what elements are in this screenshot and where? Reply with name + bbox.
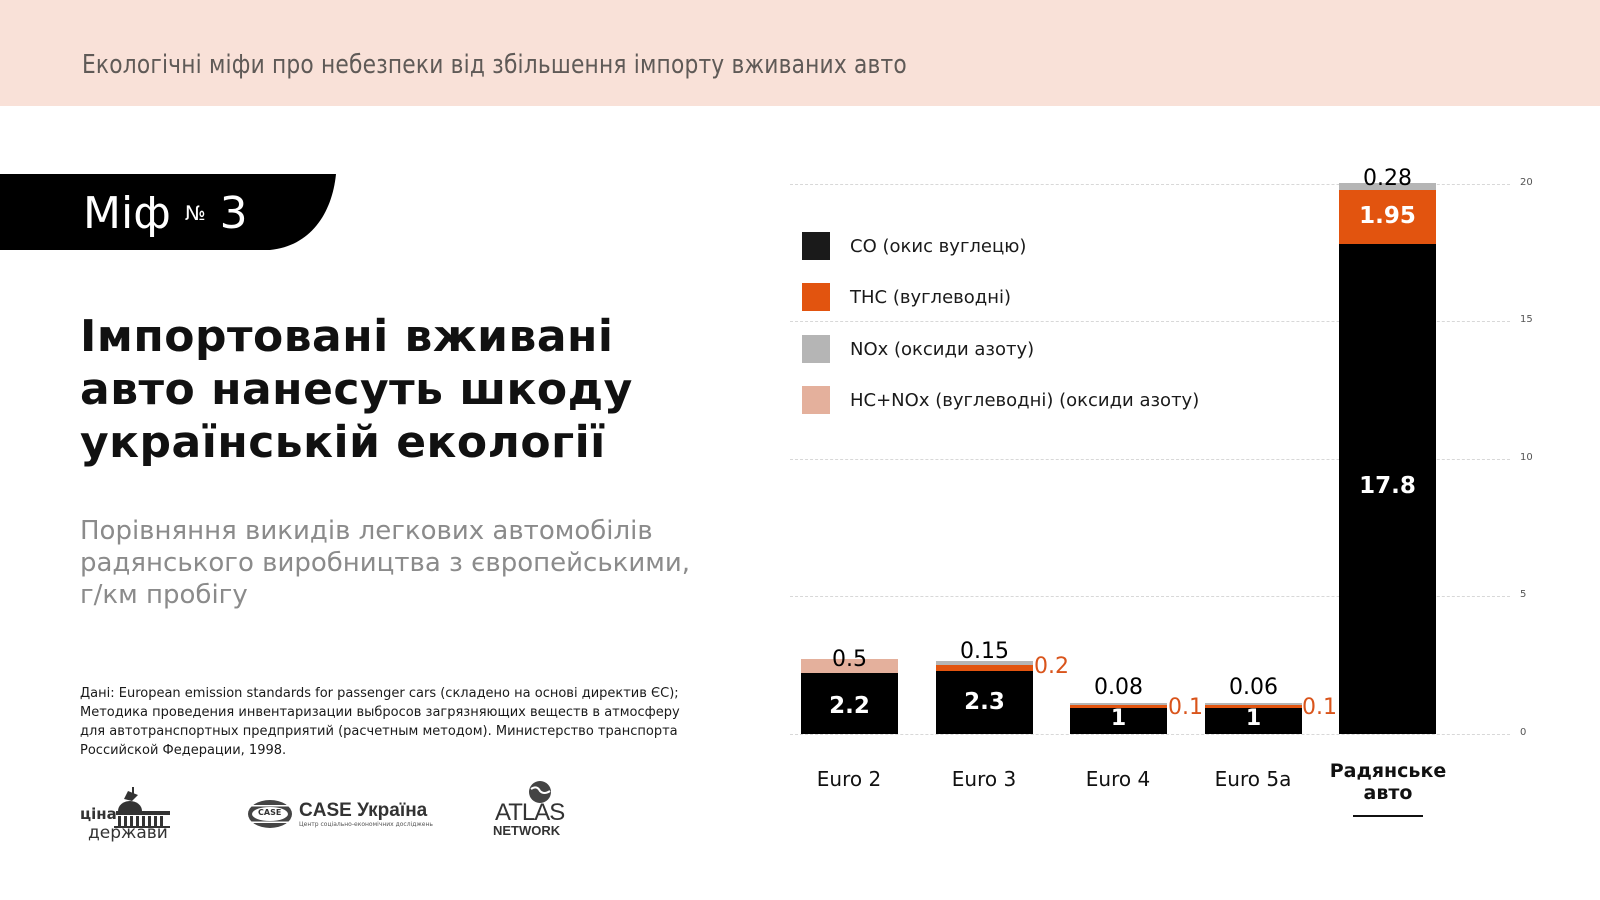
legend-label: NOx (оксиди азоту) (850, 338, 1035, 360)
myth-label: Міф № 3 (83, 188, 248, 239)
gridline-5 (790, 596, 1510, 597)
segment-nox (1070, 703, 1167, 705)
legend-item-hcnox: HC+NOx (вуглеводні) (оксиди азоту) (802, 386, 1199, 414)
legend-swatch-hcnox (802, 386, 830, 414)
x-label-soviet-line1: Радянське (1329, 760, 1447, 782)
myth-number: 3 (219, 188, 248, 239)
value-label-co: 1 (1245, 706, 1262, 731)
value-label-thc: 1.95 (1359, 203, 1416, 229)
derzhavy-text: держави (88, 823, 168, 843)
myth-word: Міф (83, 188, 171, 239)
building-icon (114, 787, 170, 828)
legend-item-thc: THC (вуглеводні) (802, 283, 1011, 311)
highlight-underline (1353, 815, 1423, 817)
globe-icon (529, 781, 551, 803)
y-tick: 15 (1520, 314, 1533, 325)
segment-co (1205, 708, 1302, 734)
network-text: NETWORK (493, 823, 561, 838)
header-bar: Екологічні міфи про небезпеки від збільш… (0, 0, 1600, 106)
partner-logos: ціна держави CASE CASE Україна Центр соц… (80, 781, 600, 845)
segment-nox (1205, 703, 1302, 705)
value-label-co: 17.8 (1359, 473, 1416, 499)
gridline-10 (790, 459, 1510, 460)
bar-euro-3: 0.15 2.3 (936, 639, 1033, 734)
segment-nox (936, 661, 1033, 665)
bar-soviet-car: 0.28 1.95 17.8 (1339, 166, 1436, 734)
y-tick: 20 (1520, 177, 1533, 188)
value-label-nox: 0.15 (960, 639, 1009, 664)
gridline-0 (790, 734, 1510, 735)
atlas-text: ATLAS (495, 799, 565, 826)
segment-co (801, 673, 898, 734)
value-label-co: 1 (1110, 706, 1127, 731)
x-label-soviet-line2: авто (1363, 782, 1413, 804)
segment-co (936, 671, 1033, 734)
case-badge-text: CASE (258, 808, 282, 817)
legend-label: CO (окис вуглецю) (850, 235, 1027, 257)
bar-euro-5a: 0.06 1 (1205, 675, 1302, 734)
chart-subtitle: Порівняння викидів легкових автомобілів … (80, 516, 691, 610)
myth-number-sign: № (184, 201, 206, 225)
segment-thc (1205, 705, 1302, 708)
case-ukraine-logo: CASE CASE Україна Центр соціально-економ… (247, 799, 433, 829)
cina-text: ціна (80, 805, 117, 823)
value-label-hcnox: 0.5 (832, 647, 867, 672)
segment-co (1339, 244, 1436, 734)
value-label-nox: 0.06 (1229, 675, 1278, 700)
value-label-co: 2.2 (829, 693, 870, 719)
value-label-thc: 0.1 (1302, 695, 1337, 720)
case-name: CASE Україна (299, 799, 428, 821)
myth-badge (0, 174, 336, 250)
x-label-soviet-car: Радянське авто (1318, 760, 1458, 804)
segment-nox (1339, 183, 1436, 190)
headline: Імпортовані вживані авто нанесуть шкоду … (80, 311, 633, 468)
x-label-euro-4: Euro 4 (1085, 767, 1151, 791)
data-source-note: Дані: European emission standards for pa… (80, 686, 680, 758)
legend-swatch-co (802, 232, 830, 260)
segment-hcnox (801, 659, 898, 673)
gridline-15 (790, 321, 1510, 322)
case-emblem-icon (248, 800, 292, 828)
segment-thc (1070, 705, 1167, 708)
legend-label: THC (вуглеводні) (850, 286, 1011, 308)
value-label-nox: 0.28 (1363, 166, 1412, 191)
y-tick: 0 (1520, 727, 1527, 738)
case-tagline: Центр соціально-економічних досліджень (299, 820, 433, 828)
value-label-nox: 0.08 (1094, 675, 1143, 700)
bar-euro-2: 0.5 2.2 (801, 647, 898, 734)
emissions-bar-chart: 20 15 10 5 0 CO (окис вуглецю) THC (вугл… (780, 160, 1560, 840)
legend-swatch-nox (802, 335, 830, 363)
y-tick: 5 (1520, 589, 1527, 600)
legend-item-nox: NOx (оксиди азоту) (802, 335, 1034, 363)
bar-euro-4: 0.08 1 (1070, 675, 1167, 734)
x-label-euro-5a: Euro 5a (1214, 767, 1292, 791)
atlas-network-logo: ATLAS NETWORK (493, 781, 575, 843)
value-label-co: 2.3 (964, 689, 1005, 715)
header-title: Екологічні міфи про небезпеки від збільш… (82, 50, 907, 80)
segment-thc (1339, 190, 1436, 244)
gridline-20 (790, 184, 1510, 185)
y-tick: 10 (1520, 452, 1533, 463)
legend-swatch-thc (802, 283, 830, 311)
legend-label: HC+NOx (вуглеводні) (оксиди азоту) (850, 389, 1200, 411)
segment-co (1070, 708, 1167, 734)
cina-derzhavy-logo: ціна держави (80, 785, 175, 843)
x-label-euro-2: Euro 2 (816, 767, 882, 791)
value-label-thc: 0.1 (1168, 695, 1203, 720)
segment-thc (936, 665, 1033, 671)
x-label-euro-3: Euro 3 (951, 767, 1017, 791)
legend-item-co: CO (окис вуглецю) (802, 232, 1026, 260)
value-label-thc: 0.2 (1034, 654, 1069, 679)
